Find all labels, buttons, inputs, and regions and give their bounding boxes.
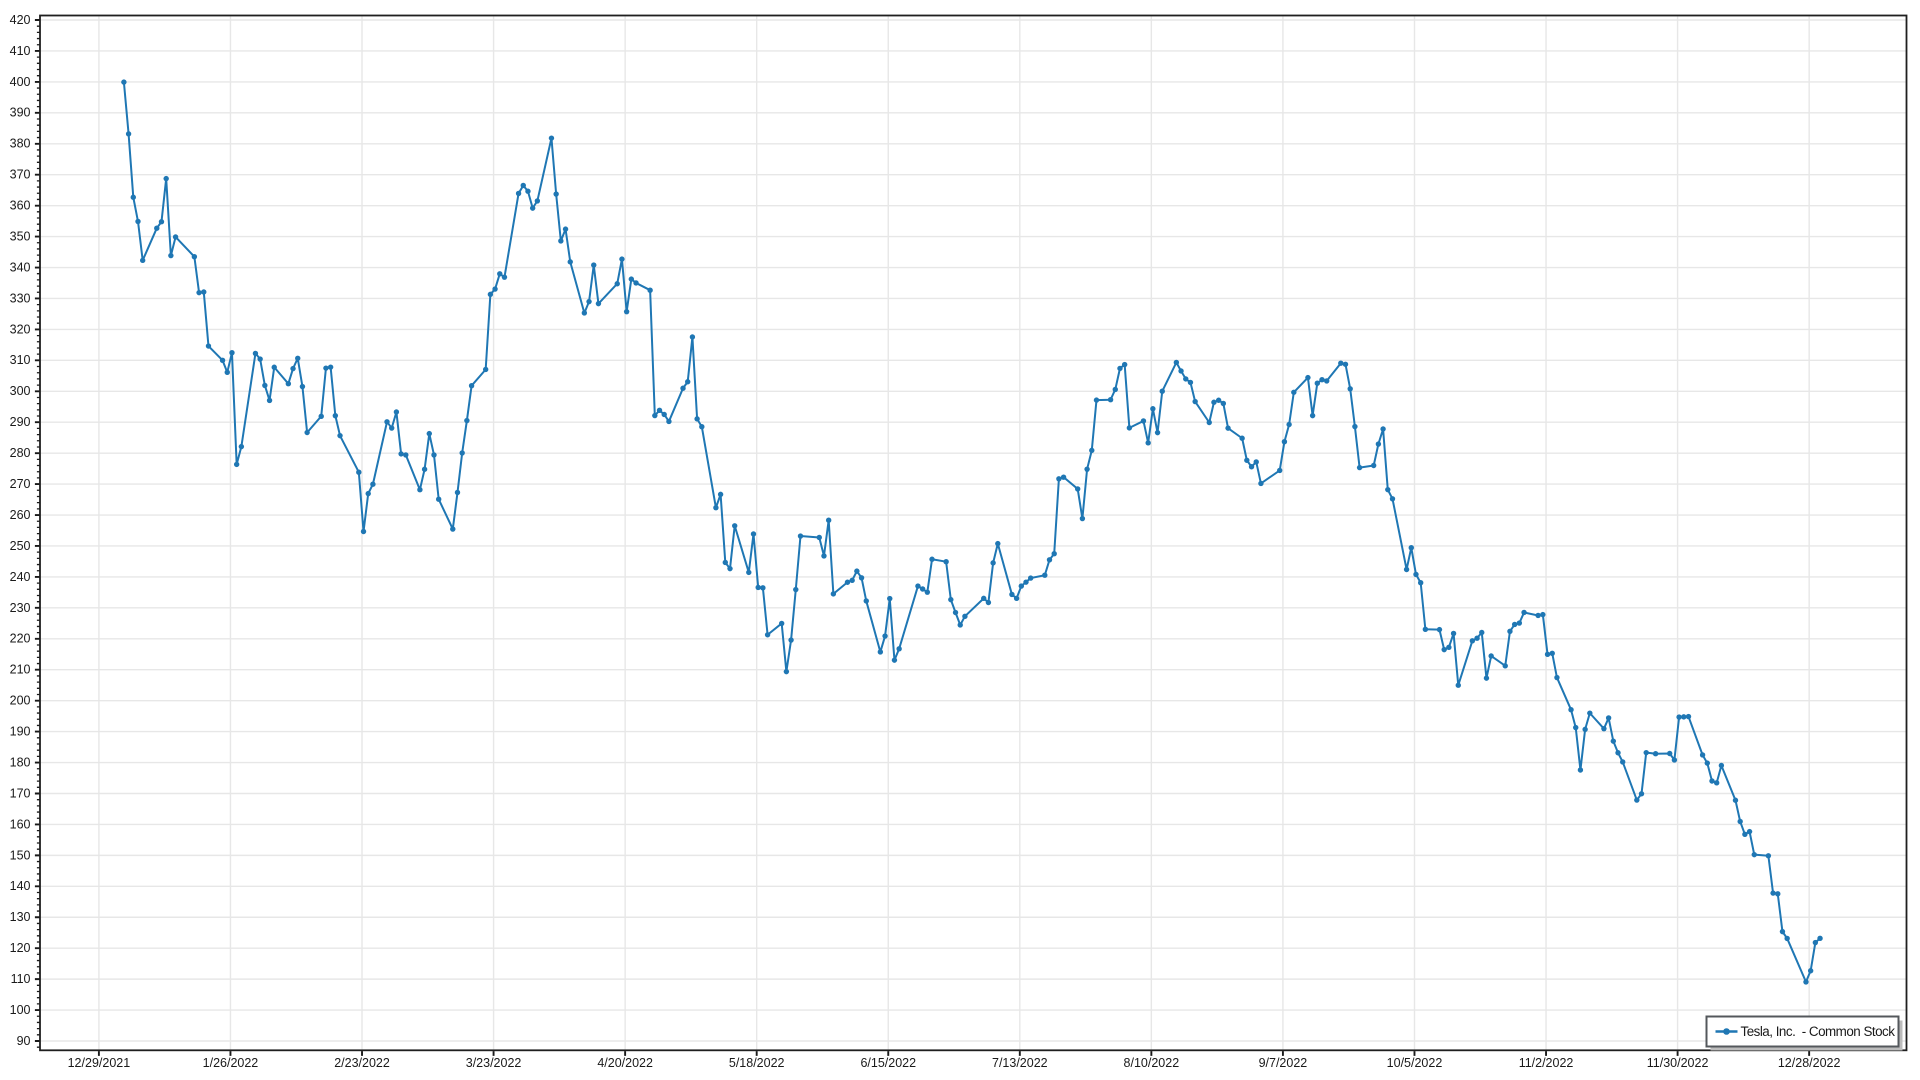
svg-text:290: 290 xyxy=(10,415,31,429)
svg-text:330: 330 xyxy=(10,291,31,305)
svg-text:7/13/2022: 7/13/2022 xyxy=(992,1056,1048,1070)
svg-text:280: 280 xyxy=(10,446,31,460)
svg-text:300: 300 xyxy=(10,384,31,398)
svg-text:420: 420 xyxy=(10,13,31,27)
svg-text:150: 150 xyxy=(10,848,31,862)
svg-text:180: 180 xyxy=(10,755,31,769)
svg-text:12/29/2021: 12/29/2021 xyxy=(68,1056,131,1070)
svg-text:160: 160 xyxy=(10,817,31,831)
svg-text:120: 120 xyxy=(10,941,31,955)
svg-text:110: 110 xyxy=(11,972,31,986)
svg-text:190: 190 xyxy=(10,725,31,739)
svg-text:5/18/2022: 5/18/2022 xyxy=(729,1056,785,1070)
svg-text:240: 240 xyxy=(10,570,31,584)
svg-text:350: 350 xyxy=(10,229,31,243)
svg-text:130: 130 xyxy=(10,910,31,924)
svg-text:100: 100 xyxy=(10,1003,31,1017)
svg-text:11/2/2022: 11/2/2022 xyxy=(1519,1056,1574,1070)
svg-text:140: 140 xyxy=(10,879,31,893)
svg-text:320: 320 xyxy=(10,322,31,336)
svg-text:1/26/2022: 1/26/2022 xyxy=(203,1056,259,1070)
svg-text:200: 200 xyxy=(10,694,31,708)
svg-text:220: 220 xyxy=(10,632,31,646)
svg-text:390: 390 xyxy=(10,106,31,120)
svg-text:6/15/2022: 6/15/2022 xyxy=(860,1056,916,1070)
svg-text:380: 380 xyxy=(10,137,31,151)
svg-text:4/20/2022: 4/20/2022 xyxy=(597,1056,653,1070)
svg-text:360: 360 xyxy=(10,199,31,213)
svg-text:9/7/2022: 9/7/2022 xyxy=(1259,1056,1308,1070)
svg-text:210: 210 xyxy=(10,663,31,677)
svg-text:370: 370 xyxy=(10,168,31,182)
svg-text:90: 90 xyxy=(17,1034,31,1048)
svg-text:10/5/2022: 10/5/2022 xyxy=(1387,1056,1443,1070)
svg-text:3/23/2022: 3/23/2022 xyxy=(466,1056,522,1070)
svg-text:340: 340 xyxy=(10,260,31,274)
svg-text:250: 250 xyxy=(10,539,31,553)
svg-text:270: 270 xyxy=(10,477,31,491)
svg-text:310: 310 xyxy=(10,353,31,367)
svg-text:410: 410 xyxy=(10,44,31,58)
svg-text:170: 170 xyxy=(10,786,31,800)
svg-text:2/23/2022: 2/23/2022 xyxy=(334,1056,390,1070)
svg-text:11/30/2022: 11/30/2022 xyxy=(1647,1056,1709,1070)
svg-text:230: 230 xyxy=(10,601,31,615)
svg-text:Tesla, Inc. - Common Stock: Tesla, Inc. - Common Stock xyxy=(1741,1024,1896,1039)
svg-text:8/10/2022: 8/10/2022 xyxy=(1124,1056,1180,1070)
svg-text:400: 400 xyxy=(10,75,31,89)
svg-text:12/28/2022: 12/28/2022 xyxy=(1778,1056,1841,1070)
svg-text:260: 260 xyxy=(10,508,31,522)
